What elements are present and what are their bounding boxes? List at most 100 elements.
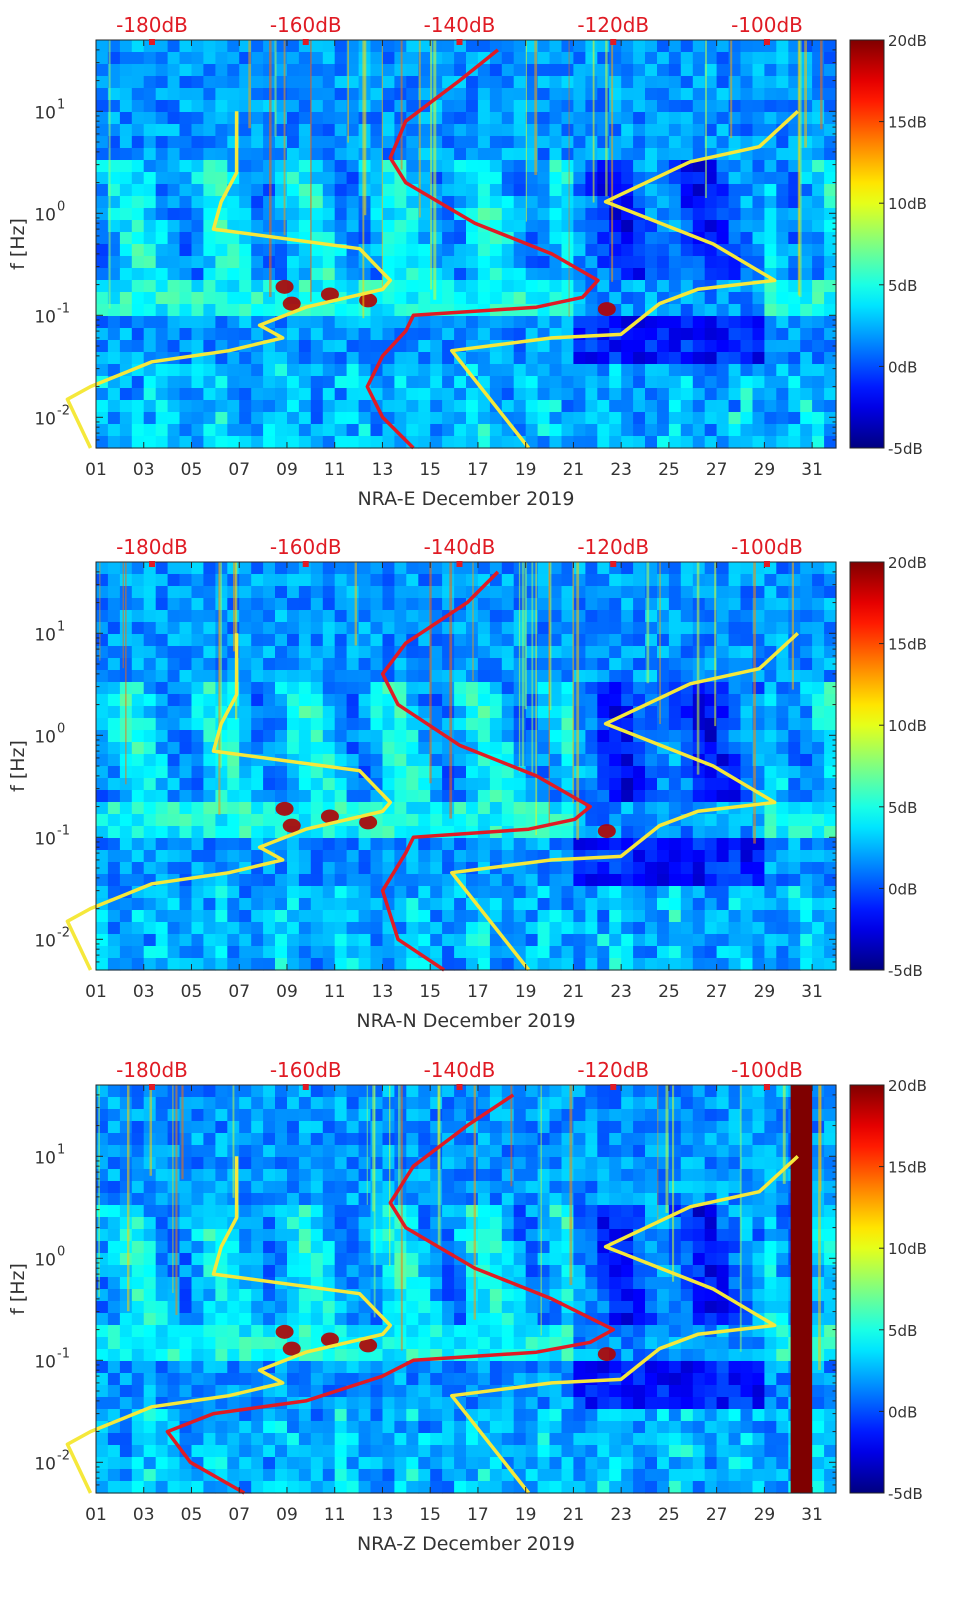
hotspot-2 (320, 287, 339, 302)
x-tick-label: 03 (133, 460, 155, 480)
spectrogram-heatmap (96, 562, 837, 971)
x-tick-label: 17 (467, 982, 489, 1002)
colorbar-tick-label: 0dB (888, 880, 917, 898)
noise-model-curve-1 (65, 633, 393, 971)
x-tick-label: 19 (515, 982, 537, 1002)
y-tick-exponent: -1 (57, 301, 70, 316)
top-db-label: -120dB (577, 13, 649, 37)
y-tick-label: 10 (34, 931, 56, 951)
hotspot-1 (275, 1324, 294, 1339)
x-tick-label: 21 (563, 460, 585, 480)
x-tick-label: 15 (419, 982, 441, 1002)
top-db-label: -100dB (731, 1058, 803, 1082)
y-tick-label: 10 (34, 409, 56, 429)
hotspot-1 (275, 801, 294, 816)
colorbar: 20dB 15dB 10dB 5dB 0dB -5dB (849, 1077, 927, 1503)
x-tick-label: 23 (610, 460, 632, 480)
psd-curve (380, 570, 592, 972)
y-tick-label: 10 (34, 1454, 56, 1474)
x-tick-label: 29 (754, 1505, 776, 1525)
x-tick-label: 19 (515, 460, 537, 480)
y-tick-label: 10 (34, 1352, 56, 1372)
colorbar-tick-label: -5dB (888, 440, 923, 458)
x-tick-label: 07 (228, 460, 250, 480)
x-tick-label: 05 (181, 1505, 203, 1525)
x-tick-label: 01 (85, 460, 107, 480)
saturated-band (790, 1085, 813, 1493)
y-tick-exponent: -2 (57, 1448, 70, 1463)
y-tick-exponent: 0 (57, 1244, 65, 1259)
colorbar-tick-label: 20dB (888, 554, 927, 572)
colorbar-tick-label: -5dB (888, 962, 923, 980)
x-tick-label: 29 (754, 460, 776, 480)
top-db-label: -180dB (116, 535, 188, 559)
hotspot-1 (275, 279, 294, 294)
spectrogram-panel-1: 01 03 05 07 09 11 13 15 17 19 21 23 25 27 29 3110-210-1… (7, 13, 927, 510)
x-tick-label: 13 (372, 982, 394, 1002)
hotspot-5 (282, 1341, 301, 1356)
x-tick-label: 15 (419, 1505, 441, 1525)
y-tick-label: 10 (34, 307, 56, 327)
colorbar-tick-label: 0dB (888, 1403, 917, 1421)
colorbar-tick-label: 10dB (888, 1240, 927, 1258)
spectrogram-panel-2: 01 03 05 07 09 11 13 15 17 19 21 23 25 27 29 3110-210-1… (7, 535, 927, 1032)
x-tick-label: 27 (706, 460, 728, 480)
top-db-label: -140dB (424, 535, 496, 559)
y-tick-label: 10 (34, 103, 56, 123)
hotspot-3 (359, 815, 378, 830)
x-tick-label: 03 (133, 1505, 155, 1525)
hotspot-2 (320, 1332, 339, 1347)
x-tick-label: 09 (276, 1505, 298, 1525)
y-tick-label: 10 (34, 727, 56, 747)
hotspot-5 (282, 296, 301, 311)
x-tick-label: 13 (372, 1505, 394, 1525)
x-tick-label: 05 (181, 982, 203, 1002)
hotspot-4 (597, 302, 616, 317)
top-db-label: -180dB (116, 13, 188, 37)
y-tick-exponent: 0 (57, 199, 65, 214)
y-tick-exponent: -2 (57, 925, 70, 940)
y-tick-exponent: 1 (57, 619, 65, 634)
x-tick-label: 25 (658, 982, 680, 1002)
y-tick-exponent: 1 (57, 1142, 65, 1157)
colorbar-tick-label: 20dB (888, 1077, 927, 1095)
psd-curve (365, 48, 600, 450)
x-tick-label: 03 (133, 982, 155, 1002)
x-tick-label: 13 (372, 460, 394, 480)
noise-model-curve-2 (450, 632, 799, 972)
hotspot-5 (282, 818, 301, 833)
y-axis-label: f [Hz] (7, 740, 29, 792)
x-tick-label: 01 (85, 1505, 107, 1525)
x-tick-label: 21 (563, 1505, 585, 1525)
psd-curve (165, 1093, 616, 1495)
x-tick-label: 17 (467, 1505, 489, 1525)
top-db-label: -140dB (424, 1058, 496, 1082)
top-db-label: -160dB (270, 1058, 342, 1082)
hotspot-2 (320, 809, 339, 824)
top-db-label: -160dB (270, 13, 342, 37)
x-tick-label: 09 (276, 460, 298, 480)
x-tick-label: 17 (467, 460, 489, 480)
x-axis-label: NRA-E December 2019 (357, 488, 574, 510)
y-tick-exponent: 0 (57, 721, 65, 736)
top-db-label: -100dB (731, 535, 803, 559)
x-tick-label: 29 (754, 982, 776, 1002)
x-tick-label: 31 (801, 1505, 823, 1525)
y-tick-exponent: -1 (57, 823, 70, 838)
y-tick-exponent: -1 (57, 1346, 70, 1361)
top-db-label: -180dB (116, 1058, 188, 1082)
noise-model-curve-2 (450, 110, 799, 450)
y-tick-exponent: -2 (57, 403, 70, 418)
x-tick-label: 31 (801, 460, 823, 480)
x-tick-label: 07 (228, 1505, 250, 1525)
y-axis-label: f [Hz] (7, 218, 29, 270)
noise-model-curve-1 (65, 111, 393, 449)
x-axis-label: NRA-Z December 2019 (357, 1533, 575, 1555)
top-db-label: -160dB (270, 535, 342, 559)
noise-model-curve-1 (65, 1156, 393, 1494)
x-tick-label: 11 (324, 982, 346, 1002)
x-tick-label: 25 (658, 1505, 680, 1525)
x-tick-label: 21 (563, 982, 585, 1002)
y-tick-label: 10 (34, 205, 56, 225)
